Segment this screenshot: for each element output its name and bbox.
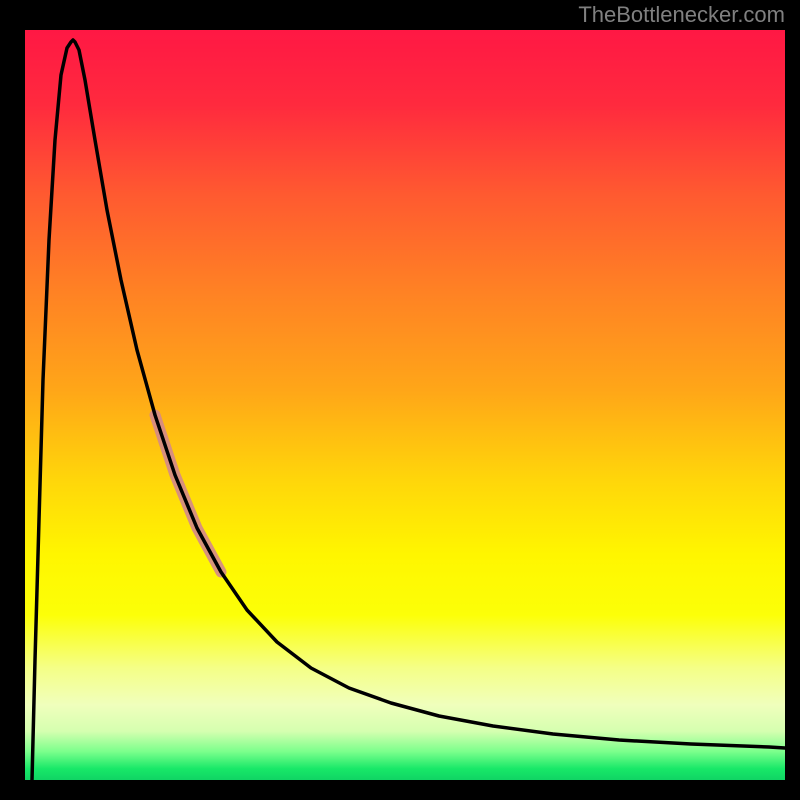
bottleneck-curve-chart bbox=[0, 0, 800, 800]
chart-stage: TheBottlenecker.com bbox=[0, 0, 800, 800]
gradient-plot-background bbox=[25, 30, 785, 780]
